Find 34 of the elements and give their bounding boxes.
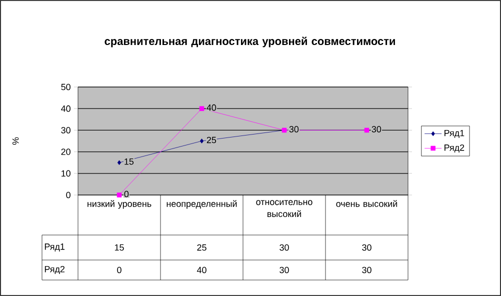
y-tick-label: 10 bbox=[62, 170, 70, 177]
x-tick-label: очень высокий bbox=[336, 200, 398, 207]
y-tick-label: 0 bbox=[66, 192, 70, 198]
data-label: 30 bbox=[362, 244, 372, 251]
data-label: 25 bbox=[197, 244, 206, 251]
x-tick-label: неопределенный bbox=[166, 200, 237, 209]
text: 0 bbox=[124, 190, 129, 198]
legend-label: Ряд1 bbox=[444, 130, 464, 138]
text: 25 bbox=[206, 136, 216, 144]
y-tick-label: 50 bbox=[61, 84, 70, 90]
data-label: 30 bbox=[362, 266, 372, 274]
y-axis-title: % bbox=[12, 137, 19, 145]
chart-title: сравнительная диагностика уровней совместимости bbox=[104, 36, 395, 48]
x-tick-label: низкий уровень bbox=[88, 200, 152, 209]
data-label: 30 bbox=[280, 244, 289, 251]
text: Ряд1 bbox=[44, 244, 65, 252]
point bbox=[199, 106, 204, 111]
data-label: 30 bbox=[280, 266, 289, 274]
text: 30 bbox=[372, 126, 382, 132]
x-tick-label: относительно высокий bbox=[256, 200, 312, 218]
legend-label: Ряд2 bbox=[444, 144, 464, 152]
text: 40 bbox=[206, 104, 216, 111]
y-tick-label: 40 bbox=[61, 105, 70, 112]
data-label: 40 bbox=[196, 266, 206, 274]
y-tick-label: 20 bbox=[61, 148, 70, 155]
text: Ряд2 bbox=[44, 266, 65, 274]
point bbox=[200, 138, 204, 144]
data-label: 15 bbox=[114, 244, 124, 251]
point bbox=[117, 160, 122, 165]
text: 15 bbox=[124, 158, 134, 165]
y-tick-label: 30 bbox=[61, 127, 70, 134]
point bbox=[116, 192, 122, 198]
data-label: 0 bbox=[117, 266, 122, 274]
text: 30 bbox=[289, 126, 299, 132]
